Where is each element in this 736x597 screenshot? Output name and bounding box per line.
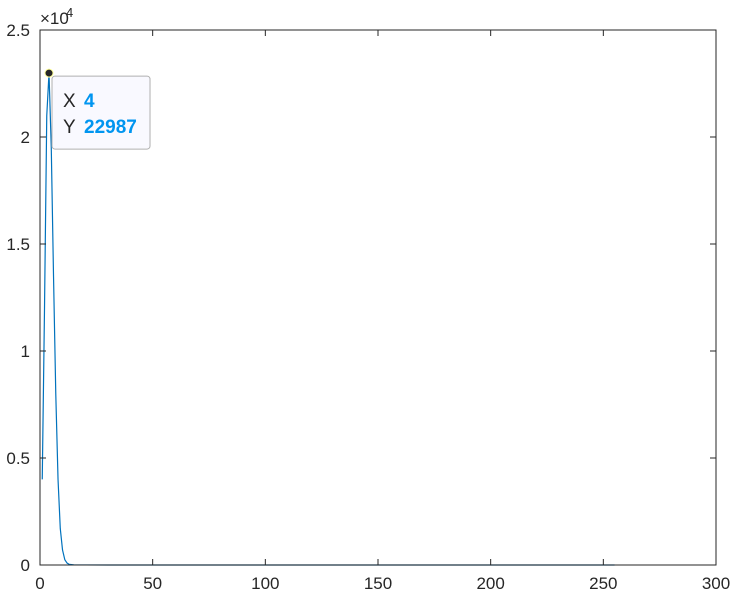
y-tick-label: 2.5 (6, 21, 30, 40)
x-ticks: 0 50 100 150 200 250 300 (35, 30, 730, 593)
x-tick-label: 300 (702, 574, 730, 593)
datatip-y-key: Y (63, 117, 76, 138)
datatip-box[interactable] (51, 75, 151, 150)
plot-background (40, 30, 716, 565)
y-ticks: 0 0.5 1 1.5 2 2.5 (6, 21, 716, 575)
y-tick-label: 0 (21, 556, 30, 575)
x-tick-label: 250 (589, 574, 617, 593)
y-tick-label: 1.5 (6, 235, 30, 254)
datatip-x-value: 4 (84, 91, 95, 112)
x-tick-label: 50 (143, 574, 162, 593)
y-exponent-power: 4 (66, 5, 73, 20)
y-tick-label: 2 (21, 128, 30, 147)
x-tick-label: 150 (364, 574, 392, 593)
y-tick-label: 1 (21, 342, 30, 361)
y-exponent: ×10 4 (40, 5, 73, 28)
y-tick-label: 0.5 (6, 449, 30, 468)
datatip-x-key: X (63, 91, 76, 112)
datatip[interactable]: X 4 Y 22987 (44, 68, 151, 150)
datatip-marker[interactable] (44, 68, 54, 78)
x-tick-label: 0 (35, 574, 44, 593)
x-tick-label: 200 (476, 574, 504, 593)
x-tick-label: 100 (251, 574, 279, 593)
y-exponent-base: ×10 (40, 9, 69, 28)
datatip-y-value: 22987 (84, 117, 137, 138)
